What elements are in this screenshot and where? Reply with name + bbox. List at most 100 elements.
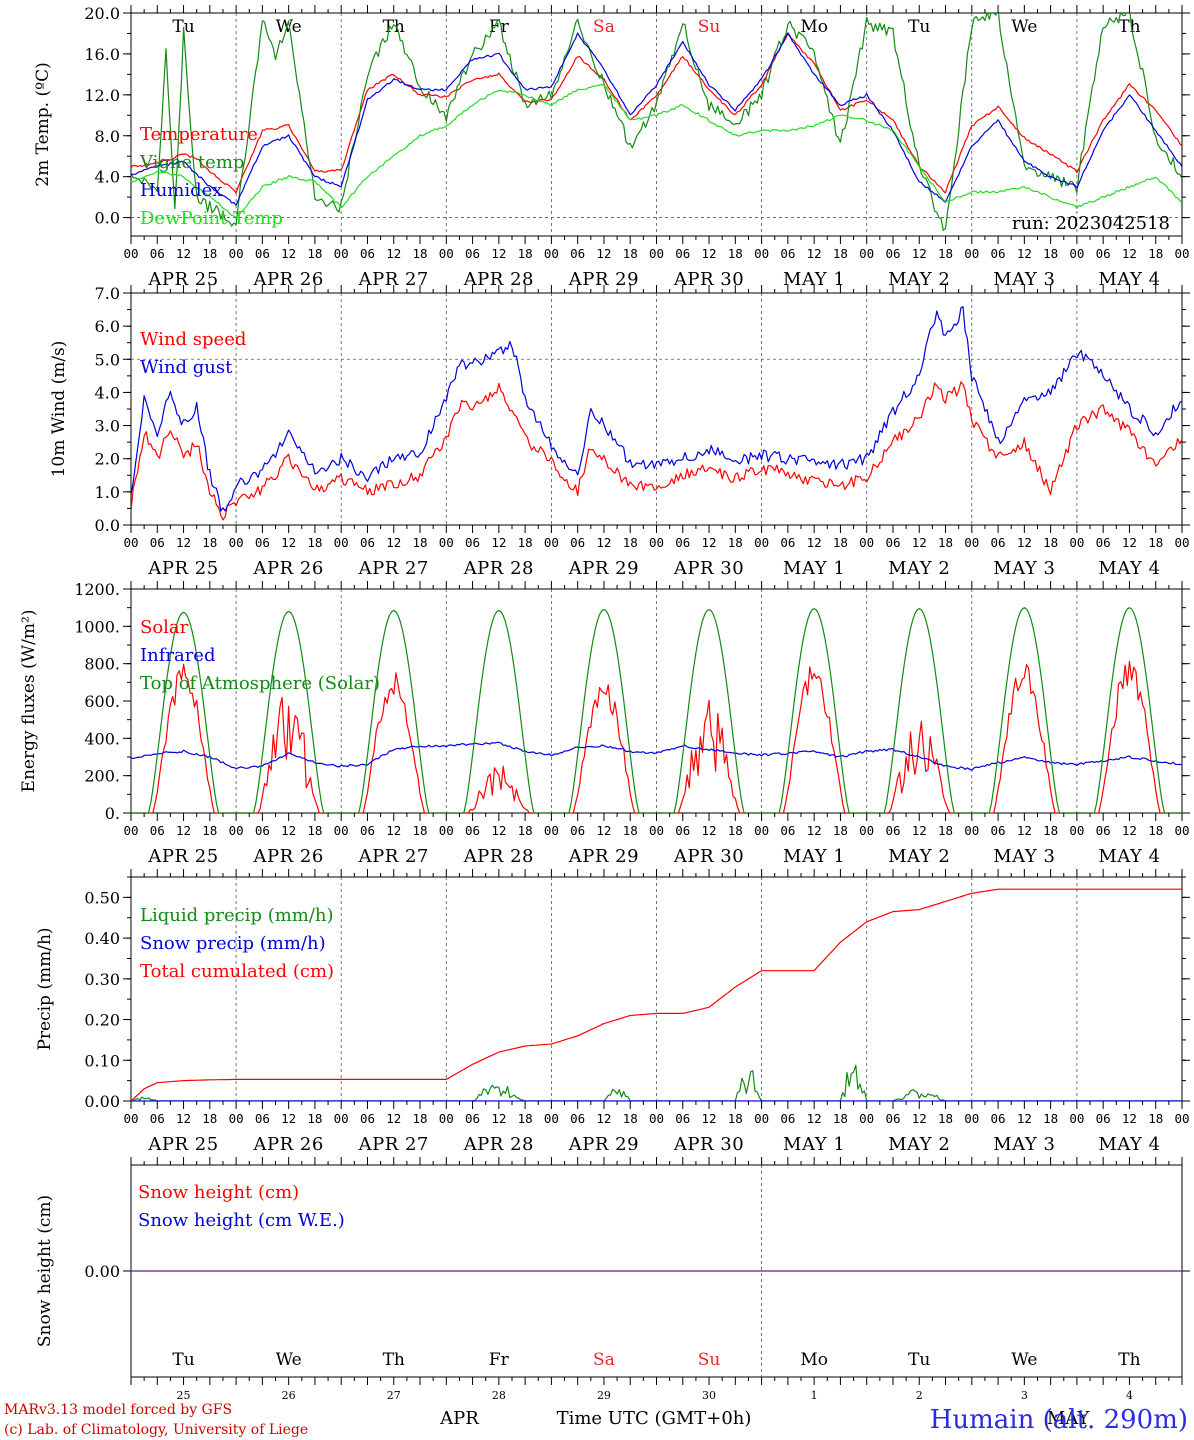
- run-annotation: run: 2023042518: [1012, 213, 1170, 234]
- date-label: APR 28: [463, 269, 534, 290]
- y-tick-label: 0.40: [84, 929, 120, 948]
- day-number-label: 3: [1021, 1389, 1028, 1402]
- day-label: We: [1011, 1350, 1037, 1370]
- hour-tick-label: 00: [964, 1111, 979, 1126]
- hour-tick-label: 18: [518, 1111, 533, 1126]
- hour-tick-label: 06: [885, 535, 900, 550]
- hour-tick-label: 06: [1096, 1111, 1111, 1126]
- hour-tick-label: 06: [780, 535, 795, 550]
- day-label: We: [1011, 17, 1037, 37]
- hour-tick-label: 12: [1122, 535, 1137, 550]
- hour-tick-label: 12: [176, 246, 191, 261]
- day-label: Sa: [593, 17, 615, 37]
- hour-tick-label: 06: [675, 1111, 690, 1126]
- series-temperature: [131, 32, 1182, 194]
- hour-tick-label: 00: [1174, 1111, 1189, 1126]
- hour-tick-label: 12: [596, 823, 611, 838]
- hour-tick-label: 00: [964, 535, 979, 550]
- legend-entry: Snow height (cm W.E.): [138, 1210, 345, 1231]
- day-number-label: 30: [702, 1389, 716, 1402]
- legend-entry: Humidex: [140, 180, 222, 201]
- hour-tick-label: 18: [833, 1111, 848, 1126]
- hour-tick-label: 18: [833, 246, 848, 261]
- hour-tick-label: 12: [1017, 823, 1032, 838]
- hour-tick-label: 00: [439, 246, 454, 261]
- day-label: We: [276, 17, 302, 37]
- hour-tick-label: 18: [728, 246, 743, 261]
- date-label: APR 30: [673, 846, 744, 867]
- date-label: APR 26: [253, 846, 324, 867]
- hour-tick-label: 06: [780, 1111, 795, 1126]
- hour-tick-label: 12: [386, 1111, 401, 1126]
- series-solar: [131, 660, 1182, 813]
- y-axis-label: Precip (mm/h): [35, 927, 55, 1050]
- y-tick-label: 1000.: [74, 617, 120, 636]
- hour-tick-label: 18: [938, 823, 953, 838]
- hour-tick-label: 00: [1174, 535, 1189, 550]
- date-label: APR 27: [358, 846, 429, 867]
- y-tick-label: 0.0: [95, 209, 120, 228]
- date-label: MAY 2: [888, 846, 950, 867]
- hour-tick-label: 18: [307, 823, 322, 838]
- date-label: APR 26: [253, 1134, 324, 1155]
- hour-tick-label: 18: [1043, 823, 1058, 838]
- hour-tick-label: 00: [1069, 246, 1084, 261]
- hour-tick-label: 00: [229, 535, 244, 550]
- day-label: Mo: [800, 1350, 828, 1370]
- date-label: APR 26: [253, 558, 324, 579]
- hour-tick-label: 00: [544, 1111, 559, 1126]
- month-label-may: MAY: [1047, 1408, 1091, 1429]
- hour-tick-label: 12: [1122, 246, 1137, 261]
- hour-tick-label: 06: [465, 823, 480, 838]
- hour-tick-label: 18: [623, 535, 638, 550]
- y-tick-label: 5.0: [95, 350, 120, 369]
- hour-tick-label: 12: [702, 823, 717, 838]
- hour-tick-label: 06: [991, 535, 1006, 550]
- y-axis-label: 2m Temp. (ºC): [33, 62, 53, 187]
- hour-tick-label: 12: [912, 535, 927, 550]
- hour-tick-label: 00: [754, 246, 769, 261]
- hour-tick-label: 00: [439, 1111, 454, 1126]
- y-tick-label: 3.0: [95, 417, 120, 436]
- y-tick-label: 0.50: [84, 888, 120, 907]
- day-number-label: 4: [1126, 1389, 1133, 1402]
- hour-tick-label: 00: [229, 246, 244, 261]
- y-tick-label: 200.: [84, 767, 120, 786]
- y-tick-label: 20.0: [84, 4, 120, 23]
- day-label: Tu: [908, 1350, 930, 1370]
- series-wind-speed: [131, 381, 1182, 521]
- day-label: Fr: [489, 1350, 510, 1370]
- hour-tick-label: 18: [833, 535, 848, 550]
- hour-tick-label: 12: [702, 1111, 717, 1126]
- hour-tick-label: 18: [728, 823, 743, 838]
- legend-entry: Snow precip (mm/h): [140, 933, 326, 954]
- y-tick-label: 2.0: [95, 450, 120, 469]
- y-tick-label: 800.: [84, 655, 120, 674]
- y-tick-label: 0.0: [95, 516, 120, 535]
- hour-tick-label: 12: [491, 535, 506, 550]
- hour-tick-label: 06: [570, 246, 585, 261]
- hour-tick-label: 06: [150, 535, 165, 550]
- y-axis-label: Energy fluxes (W/m²): [19, 610, 39, 793]
- hour-tick-label: 00: [859, 1111, 874, 1126]
- hour-tick-label: 00: [334, 246, 349, 261]
- hour-tick-label: 18: [1043, 535, 1058, 550]
- day-label: Th: [1118, 17, 1140, 37]
- hour-tick-label: 06: [360, 246, 375, 261]
- hour-tick-label: 06: [255, 535, 270, 550]
- hour-tick-label: 00: [649, 823, 664, 838]
- y-tick-label: 1.0: [95, 483, 120, 502]
- hour-tick-label: 12: [386, 823, 401, 838]
- day-label: Th: [383, 1350, 405, 1370]
- date-label: MAY 2: [888, 269, 950, 290]
- series-group: [131, 888, 1182, 1101]
- series-humidex: [131, 32, 1182, 206]
- hour-tick-label: 18: [518, 535, 533, 550]
- hour-tick-label: 00: [334, 535, 349, 550]
- y-tick-label: 8.0: [95, 127, 120, 146]
- hour-tick-label: 06: [885, 1111, 900, 1126]
- hour-tick-label: 18: [938, 246, 953, 261]
- hour-tick-label: 18: [623, 823, 638, 838]
- hour-tick-label: 06: [675, 246, 690, 261]
